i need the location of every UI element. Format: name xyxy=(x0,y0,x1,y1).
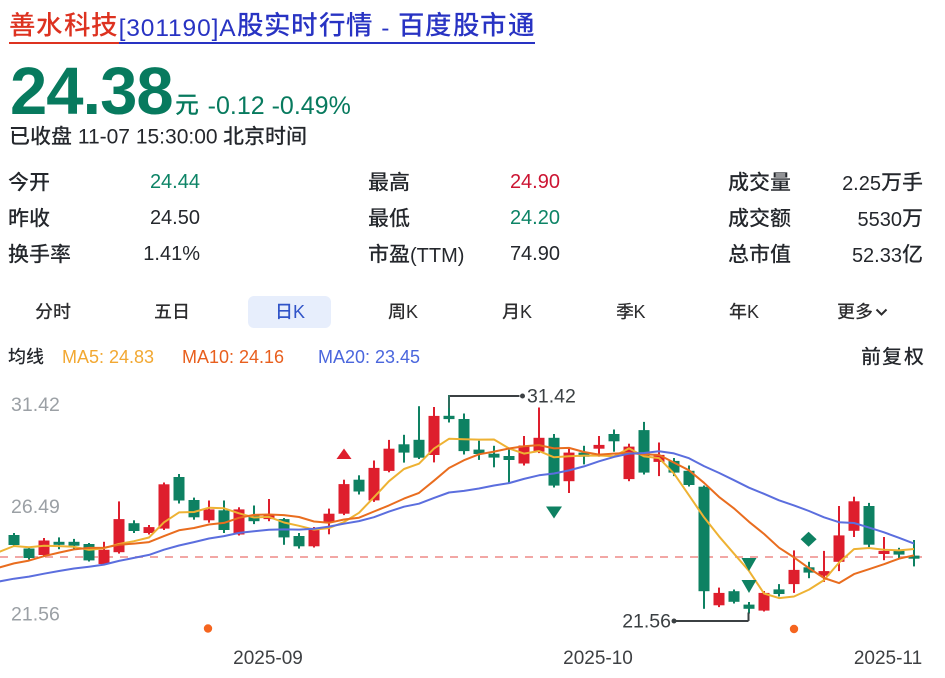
svg-text:2025-09: 2025-09 xyxy=(233,648,303,669)
svg-text:21.56: 21.56 xyxy=(11,604,60,626)
svg-text:26.49: 26.49 xyxy=(11,496,60,518)
svg-text:2025-10: 2025-10 xyxy=(563,648,633,669)
svg-text:31.42: 31.42 xyxy=(11,394,60,416)
svg-text:2025-11: 2025-11 xyxy=(854,648,922,669)
svg-text:31.42: 31.42 xyxy=(527,386,576,408)
svg-text:21.56: 21.56 xyxy=(622,611,671,633)
